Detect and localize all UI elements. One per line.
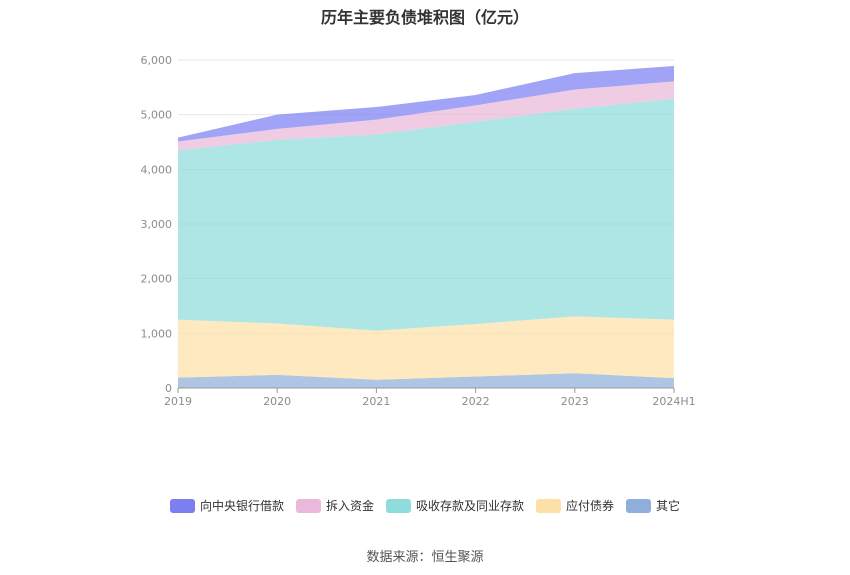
y-tick-label: 2,000 — [141, 273, 173, 286]
area-series — [178, 316, 674, 380]
y-tick-label: 4,000 — [141, 163, 173, 176]
legend-label: 应付债券 — [566, 499, 615, 513]
legend-label: 拆入资金 — [325, 499, 374, 513]
legend-label: 其它 — [656, 499, 681, 513]
x-tick-label: 2021 — [362, 395, 390, 408]
legend-item[interactable]: 吸收存款及同业存款 — [385, 497, 524, 514]
area-series — [178, 98, 674, 331]
y-tick-label: 6,000 — [141, 54, 173, 67]
legend-item[interactable]: 向中央银行借款 — [169, 497, 284, 514]
area-series — [178, 373, 674, 388]
x-tick-label: 2019 — [164, 395, 192, 408]
area-series — [178, 66, 674, 142]
legend-swatch — [626, 498, 652, 513]
chart-title: 历年主要负债堆积图（亿元） — [320, 8, 529, 27]
y-tick-label: 0 — [165, 382, 172, 395]
y-tick-label: 3,000 — [141, 218, 173, 231]
legend-item[interactable]: 其它 — [626, 497, 680, 514]
x-tick-label: 2024H1 — [652, 395, 695, 408]
legend-label: 吸收存款及同业存款 — [415, 499, 524, 513]
y-tick-label: 1,000 — [141, 327, 173, 340]
legend-swatch — [295, 498, 321, 513]
data-source: 数据来源：恒生聚源 — [366, 550, 484, 565]
legend-item[interactable]: 应付债券 — [536, 497, 614, 514]
legend-label: 向中央银行借款 — [199, 499, 284, 513]
legend-swatch — [169, 498, 195, 513]
chart-legend: 向中央银行借款 拆入资金 吸收存款及同业存款 应付债券 其它 — [0, 497, 850, 514]
y-tick-label: 5,000 — [141, 109, 173, 122]
x-tick-label: 2023 — [561, 395, 589, 408]
x-tick-label: 2022 — [462, 395, 490, 408]
legend-swatch — [536, 498, 561, 513]
area-series — [178, 81, 674, 151]
x-tick-label: 2020 — [263, 395, 291, 408]
legend-swatch — [385, 498, 411, 513]
legend-item[interactable]: 拆入资金 — [295, 497, 374, 514]
